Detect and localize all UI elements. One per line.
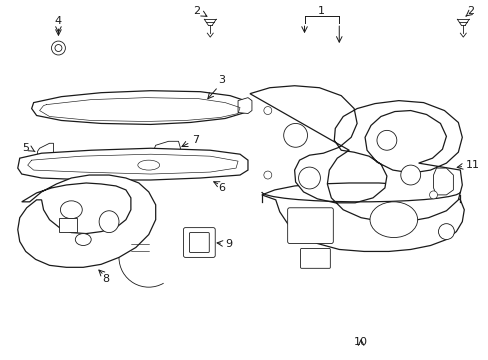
Circle shape [264,171,271,179]
Text: 5: 5 [22,143,30,153]
Polygon shape [32,91,247,125]
Circle shape [376,130,396,150]
FancyBboxPatch shape [183,228,215,257]
Text: 3: 3 [218,75,225,85]
Circle shape [400,165,420,185]
Circle shape [298,167,320,189]
Circle shape [264,107,271,114]
Text: 10: 10 [353,337,367,347]
FancyBboxPatch shape [300,248,330,268]
Ellipse shape [99,211,119,233]
Text: 9: 9 [224,239,232,248]
Circle shape [283,123,307,147]
Polygon shape [433,168,452,195]
FancyBboxPatch shape [189,233,209,252]
Text: 4: 4 [55,16,62,26]
Polygon shape [18,148,247,180]
Ellipse shape [75,234,91,246]
Ellipse shape [61,201,82,219]
Polygon shape [238,98,251,113]
Text: 11: 11 [466,160,479,170]
Text: 1: 1 [317,6,324,16]
Circle shape [55,45,62,51]
Text: 6: 6 [218,183,225,193]
Polygon shape [153,141,180,158]
Text: 2: 2 [192,6,200,16]
Polygon shape [38,143,53,163]
Polygon shape [262,183,463,251]
Text: 8: 8 [102,274,109,284]
FancyBboxPatch shape [287,208,333,243]
Polygon shape [18,175,155,267]
Circle shape [428,191,437,199]
Text: 2: 2 [466,6,473,16]
Circle shape [438,224,453,239]
Text: 7: 7 [192,135,199,145]
Ellipse shape [369,202,417,238]
FancyBboxPatch shape [60,218,77,231]
Polygon shape [249,86,461,222]
